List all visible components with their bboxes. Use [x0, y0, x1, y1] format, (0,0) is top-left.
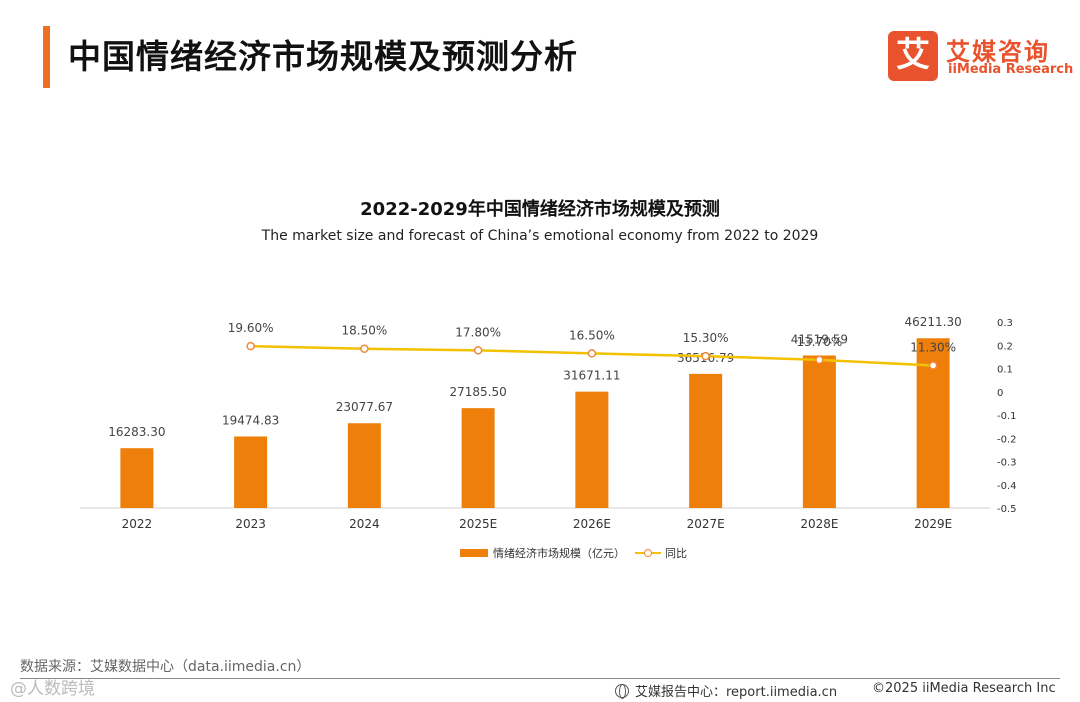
footer-copyright: ©2025 iiMedia Research Inc	[872, 681, 1056, 696]
y-right-tick-0.3: 0.3	[997, 318, 1013, 329]
line-point-2025E	[473, 346, 483, 355]
x-tick-2028E: 2028E	[800, 517, 838, 531]
bar-2028E	[802, 355, 836, 508]
bar-label-2025E: 27185.50	[449, 385, 506, 399]
x-tick-2022: 2022	[122, 517, 153, 531]
footer-divider	[20, 678, 1060, 679]
x-tick-2024: 2024	[349, 517, 380, 531]
x-tick-2027E: 2027E	[687, 517, 725, 531]
bar-2023	[234, 436, 268, 508]
bar-label-2022: 16283.30	[108, 425, 165, 439]
bar-label-2024: 23077.67	[336, 400, 393, 414]
line-label-2028E: 13.70%	[796, 335, 842, 349]
chart-subtitle: The market size and forecast of China’s …	[261, 228, 819, 244]
line-label-2026E: 16.50%	[569, 328, 615, 342]
legend-line-swatch	[635, 549, 661, 557]
bar-2027E	[689, 373, 723, 508]
iimedia-logo: 艾 艾媒咨询 iiMedia Research	[888, 31, 1073, 81]
watermark: @人数跨境	[10, 679, 95, 699]
page-title: 中国情绪经济市场规模及预测分析	[68, 37, 578, 76]
line-label-2023: 19.60%	[228, 321, 274, 335]
line-label-2025E: 17.80%	[455, 325, 501, 339]
bar-2022	[120, 448, 154, 508]
x-tick-2025E: 2025E	[459, 517, 497, 531]
line-point-2026E	[587, 349, 597, 358]
line-point-2028E	[815, 355, 824, 365]
y-right-tick--0.2: -0.2	[997, 434, 1017, 445]
y-right-tick--0.4: -0.4	[997, 481, 1017, 492]
bar-2025E	[461, 408, 495, 508]
x-tick-2026E: 2026E	[573, 517, 611, 531]
line-point-2024	[360, 344, 369, 353]
legend-bar-swatch	[460, 549, 488, 557]
x-tick-2023: 2023	[235, 517, 266, 531]
x-tick-2029E: 2029E	[914, 517, 952, 531]
line-point-2029E	[928, 361, 938, 370]
y-right-tick--0.1: -0.1	[997, 411, 1017, 422]
line-label-2024: 18.50%	[341, 324, 387, 338]
line-point-2023	[246, 341, 255, 351]
bar-2024	[347, 423, 381, 508]
y-right-tick-0.1: 0.1	[997, 365, 1013, 376]
logo-english-name: iiMedia Research	[948, 62, 1074, 77]
chart-title: 2022-2029年中国情绪经济市场规模及预测	[360, 199, 720, 220]
legend-bar-label: 情绪经济市场规模（亿元）	[493, 547, 625, 560]
y-right-tick-0.2: 0.2	[997, 341, 1013, 352]
y-right-tick--0.5: -0.5	[997, 504, 1017, 515]
footer-report-text: 艾媒报告中心：report.iimedia.cn	[635, 685, 838, 700]
line-label-2029E: 11.30%	[910, 340, 956, 354]
globe-icon	[615, 683, 629, 699]
data-source: 数据来源：艾媒数据中心（data.iimedia.cn）	[20, 659, 311, 675]
chart-legend: 情绪经济市场规模（亿元） 同比	[460, 545, 687, 561]
line-label-2027E: 15.30%	[683, 331, 729, 345]
logo-chinese-name: 艾媒咨询	[946, 38, 1050, 66]
y-right-tick--0.3: -0.3	[997, 458, 1017, 469]
logo-badge-icon: 艾	[888, 31, 938, 81]
line-point-2027E	[701, 351, 710, 361]
legend-line-label: 同比	[665, 547, 687, 560]
bar-2026E	[575, 391, 609, 508]
y-right-tick-0: 0	[997, 388, 1003, 399]
footer-report-link[interactable]: 艾媒报告中心：report.iimedia.cn	[615, 681, 837, 700]
bar-label-2029E: 46211.30	[904, 315, 961, 329]
bar-label-2023: 19474.83	[222, 413, 279, 427]
title-accent-bar	[43, 26, 50, 88]
bar-label-2028E: 41519.59	[791, 332, 848, 346]
bar-label-2026E: 31671.11	[563, 369, 620, 383]
